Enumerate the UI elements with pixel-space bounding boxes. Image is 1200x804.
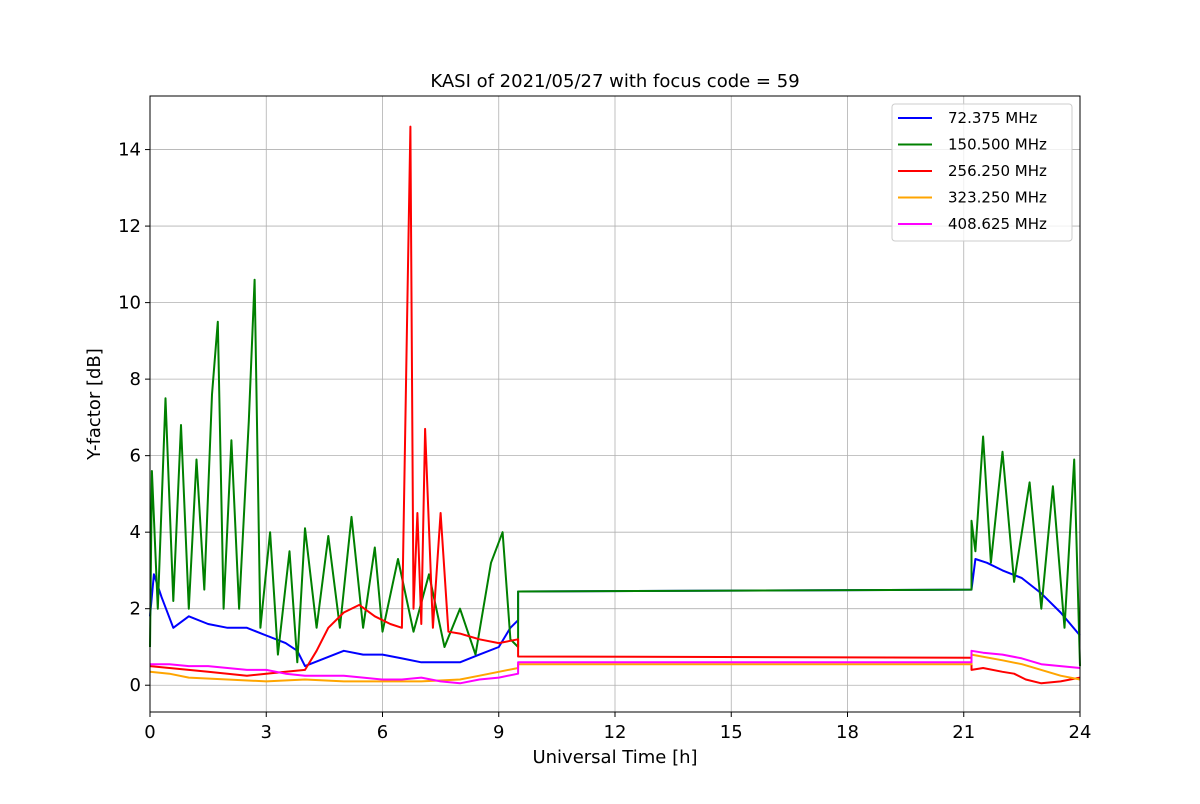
x-tick-label: 3 bbox=[261, 722, 272, 743]
x-tick-label: 21 bbox=[952, 722, 975, 743]
series-line-3 bbox=[149, 653, 1081, 683]
y-tick-label: 6 bbox=[130, 446, 141, 467]
x-tick-label: 0 bbox=[144, 722, 155, 743]
y-tick-label: 0 bbox=[130, 675, 141, 696]
series-line-4 bbox=[150, 649, 1081, 685]
x-tick-label: 9 bbox=[493, 722, 504, 743]
x-tick-label: 24 bbox=[1069, 722, 1092, 743]
x-tick-label: 6 bbox=[377, 722, 388, 743]
x-tick-label: 15 bbox=[720, 722, 743, 743]
legend-label-4: 408.625 MHz bbox=[948, 215, 1047, 233]
y-tick-label: 10 bbox=[118, 293, 141, 314]
legend-label-3: 323.250 MHz bbox=[948, 189, 1047, 207]
series-lines bbox=[149, 125, 1081, 685]
series-line-0 bbox=[149, 558, 1081, 668]
x-tick-label: 12 bbox=[604, 722, 627, 743]
y-axis-ticks: 0 2 4 6 8 10 12 14 bbox=[118, 140, 150, 696]
legend-label-0: 72.375 MHz bbox=[948, 109, 1037, 127]
y-tick-label: 14 bbox=[118, 140, 141, 161]
x-axis-ticks: 0 3 6 9 12 15 18 21 24 bbox=[144, 712, 1091, 743]
chart-title: KASI of 2021/05/27 with focus code = 59 bbox=[430, 71, 799, 92]
series-line-2 bbox=[149, 125, 1081, 685]
legend: 72.375 MHz 150.500 MHz 256.250 MHz 323.250 … bbox=[891, 103, 1073, 242]
legend-label-2: 256.250 MHz bbox=[948, 162, 1047, 180]
y-tick-label: 2 bbox=[130, 599, 141, 620]
y-tick-label: 4 bbox=[130, 522, 141, 543]
y-tick-label: 8 bbox=[130, 369, 141, 390]
series-line-1 bbox=[149, 278, 1081, 667]
x-tick-label: 18 bbox=[836, 722, 859, 743]
legend-box bbox=[891, 103, 1073, 242]
legend-entries: 72.375 MHz 150.500 MHz 256.250 MHz 323.250 … bbox=[898, 109, 1047, 233]
x-axis-label: Universal Time [h] bbox=[532, 747, 697, 768]
y-axis-label: Y-factor [dB] bbox=[84, 348, 105, 461]
y-tick-label: 12 bbox=[118, 216, 141, 237]
legend-label-1: 150.500 MHz bbox=[948, 136, 1047, 154]
